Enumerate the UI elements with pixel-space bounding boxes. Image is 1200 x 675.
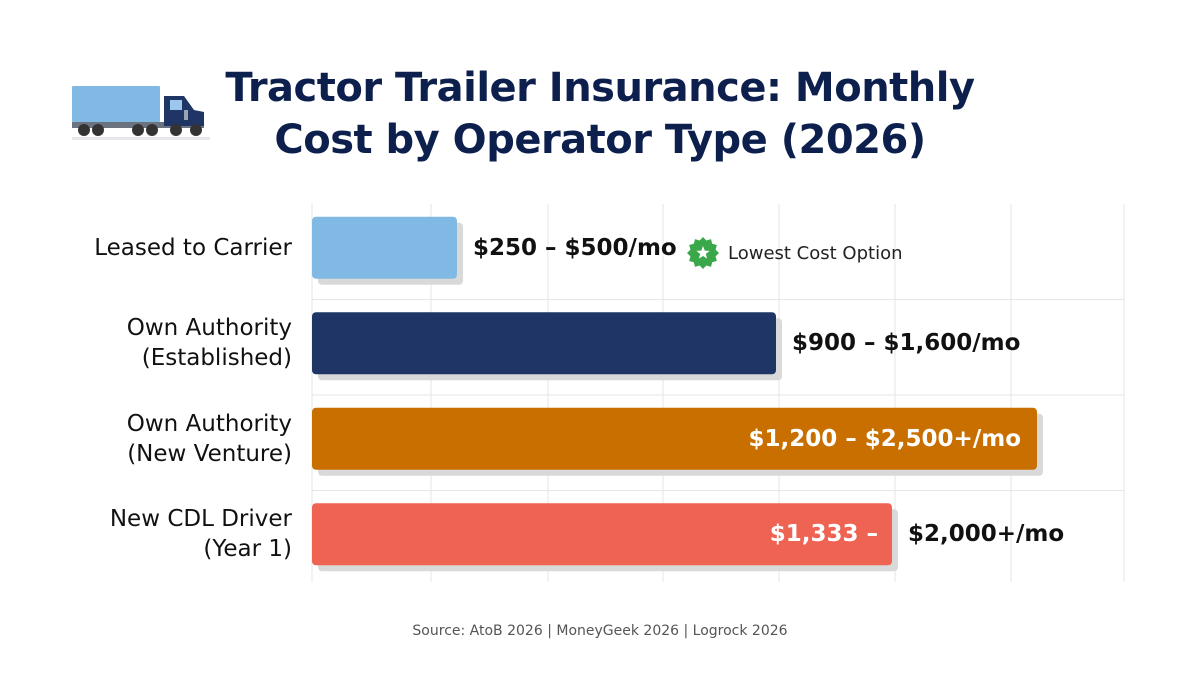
bar	[312, 312, 776, 375]
category-label: New CDL Driver	[109, 506, 292, 533]
chart-title-line-2: Cost by Operator Type (2026)	[274, 117, 926, 163]
badge-text: Lowest Cost Option	[728, 242, 903, 264]
category-label: Leased to Carrier	[94, 234, 292, 261]
category-label: Own Authority	[126, 315, 292, 342]
category-label: (Year 1)	[203, 536, 292, 563]
data-label-high: $2,000+/mo	[908, 521, 1065, 548]
chart-bars	[312, 216, 1043, 572]
source-note: Source: AtoB 2026 | MoneyGeek 2026 | Log…	[412, 623, 788, 639]
category-label: (New Venture)	[127, 440, 292, 467]
bar	[312, 503, 892, 566]
truck-icon	[72, 86, 210, 140]
lowest-cost-badge: Lowest Cost Option	[686, 236, 903, 270]
bar	[312, 216, 457, 279]
chart-title: Tractor Trailer Insurance: Monthly Cost …	[160, 62, 1040, 166]
bar	[312, 407, 1037, 470]
data-label: $250 – $500/mo	[473, 234, 677, 261]
chart-title-line-1: Tractor Trailer Insurance: Monthly	[225, 65, 975, 111]
data-label: $900 – $1,600/mo	[792, 330, 1021, 357]
badge-star-icon	[687, 237, 719, 269]
data-label: $1,200 – $2,500+/mo	[748, 425, 1021, 452]
category-label: Own Authority	[126, 410, 292, 437]
category-label: (Established)	[141, 345, 292, 372]
data-label-low: $1,333 –	[769, 521, 878, 548]
